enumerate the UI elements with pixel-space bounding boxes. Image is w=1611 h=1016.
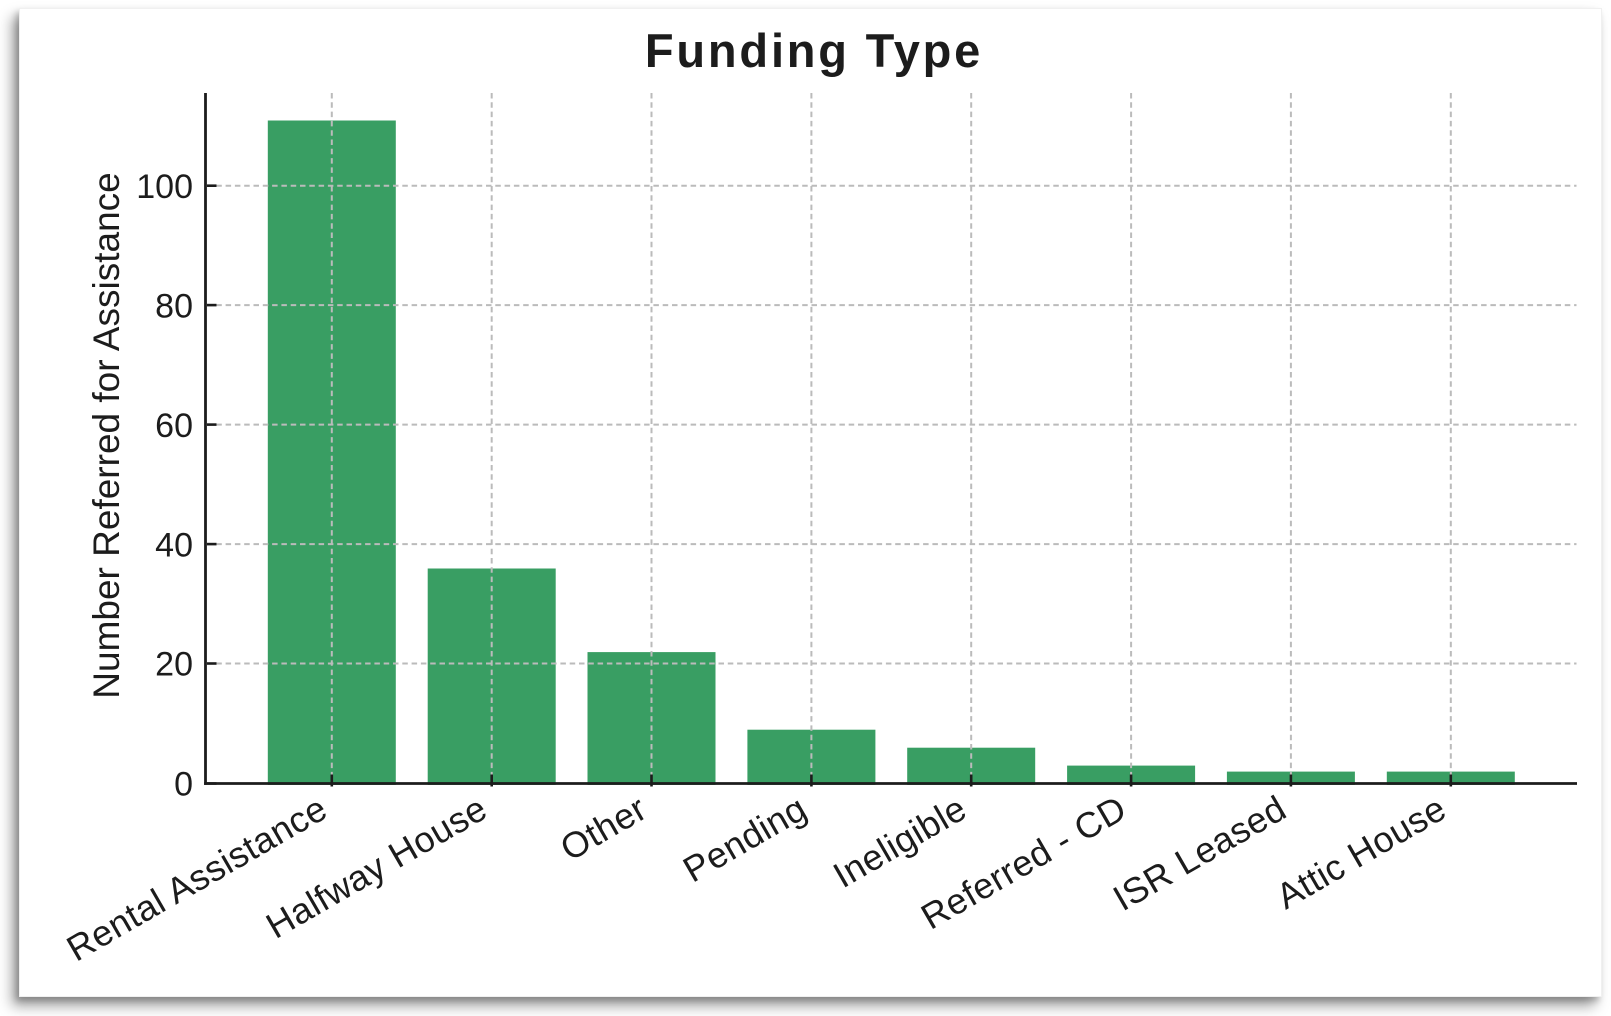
svg-text:Rental Assistance: Rental Assistance	[60, 787, 334, 969]
svg-text:80: 80	[155, 287, 193, 325]
svg-text:Funding Type: Funding Type	[645, 24, 983, 77]
svg-text:Pending: Pending	[676, 787, 813, 890]
svg-text:ISR Leased: ISR Leased	[1106, 787, 1293, 919]
svg-text:Attic House: Attic House	[1269, 787, 1453, 917]
svg-text:60: 60	[155, 407, 193, 445]
svg-text:100: 100	[136, 168, 193, 206]
svg-text:Other: Other	[553, 787, 653, 869]
svg-text:Number Referred for Assistance: Number Referred for Assistance	[86, 172, 127, 698]
svg-text:40: 40	[155, 526, 193, 564]
svg-text:0: 0	[174, 766, 193, 804]
svg-text:20: 20	[155, 646, 193, 684]
